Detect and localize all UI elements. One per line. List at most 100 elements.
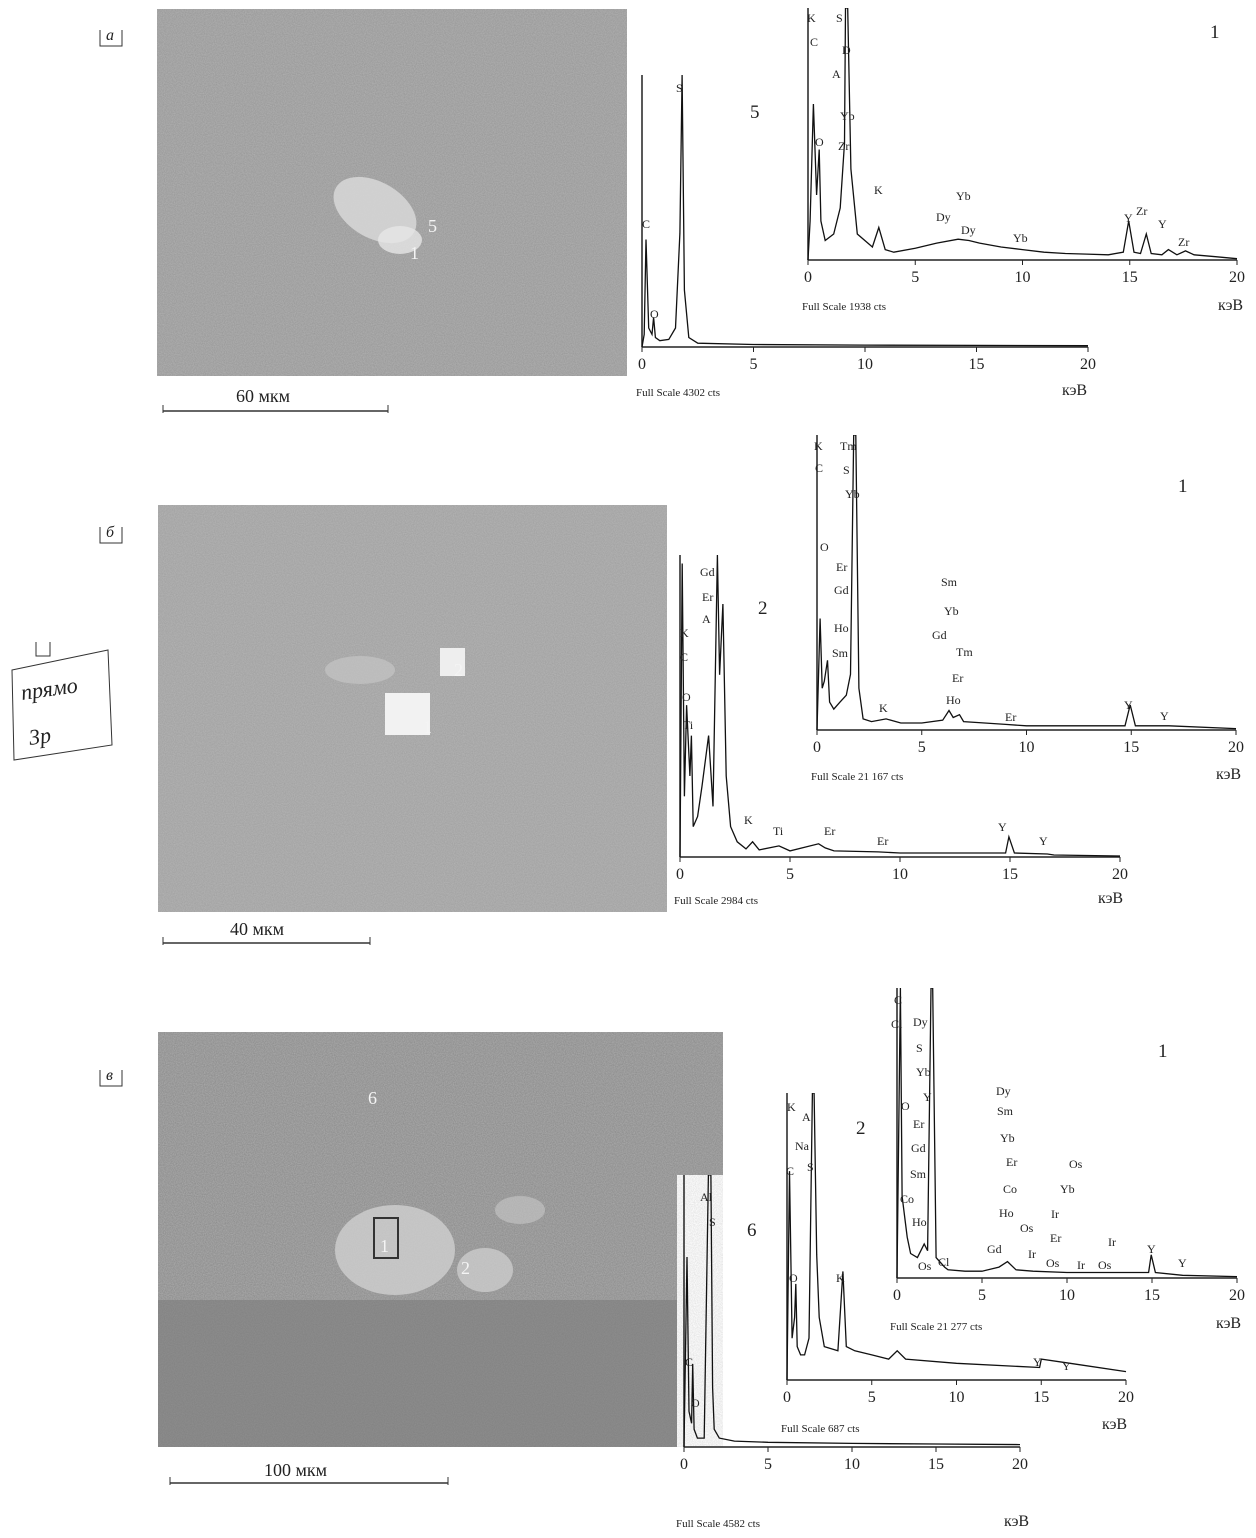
peak-label: Y <box>1033 1355 1042 1369</box>
image-label: 5 <box>428 216 437 236</box>
spectrum-number: 1 <box>1178 476 1188 497</box>
peak-label: Yb <box>944 604 959 618</box>
peak-label: Er <box>952 671 963 685</box>
x-tick-label: 10 <box>1019 739 1035 756</box>
peak-label: C <box>810 35 818 49</box>
peak-label: Os <box>918 1259 932 1273</box>
letter-box <box>99 527 123 544</box>
x-tick-label: 5 <box>868 1389 876 1406</box>
peak-label: Yb <box>1013 231 1028 245</box>
scale-label: 100 мкм <box>264 1460 327 1480</box>
spectrum-line <box>683 1175 1021 1448</box>
panel-letter: б <box>106 524 115 541</box>
peak-label: Er <box>836 560 847 574</box>
image-label: 1 <box>423 717 432 737</box>
peak-label: Ho <box>999 1206 1014 1220</box>
peak-label: Y <box>1124 698 1133 712</box>
x-tick-label: 20 <box>1228 739 1244 756</box>
peak-label: C <box>642 217 650 231</box>
peak-label: Gd <box>700 565 715 579</box>
peak-label: Yb <box>956 189 971 203</box>
x-axis-label: кэВ <box>1098 890 1123 907</box>
panel-letter: а <box>106 27 114 44</box>
peak-label: Zr <box>838 139 849 153</box>
peak-label: S <box>676 81 683 95</box>
note-mark <box>35 642 51 657</box>
peak-label: Sm <box>997 1104 1014 1118</box>
x-tick-label: 20 <box>1012 1456 1028 1473</box>
x-tick-label: 15 <box>969 356 985 373</box>
x-tick-label: 20 <box>1112 866 1128 883</box>
full-scale: Full Scale 4582 cts <box>676 1518 760 1530</box>
peak-label: Ti <box>683 718 694 732</box>
sem-image <box>158 505 667 912</box>
peak-label: S <box>709 1215 716 1229</box>
peak-label: S <box>916 1041 923 1055</box>
x-axis-label: кэВ <box>1218 297 1243 314</box>
peak-label: O <box>682 690 691 704</box>
x-tick-label: 15 <box>1033 1389 1049 1406</box>
panel-letter: в <box>106 1067 113 1084</box>
x-tick-label: 0 <box>638 356 646 373</box>
x-tick-label: 20 <box>1229 1287 1245 1304</box>
x-tick-label: 15 <box>928 1456 944 1473</box>
peak-label: Dy <box>936 210 951 224</box>
peak-label: Yb <box>845 487 860 501</box>
scale-label: 60 мкм <box>236 386 290 406</box>
letter-box <box>99 1070 123 1087</box>
x-tick-label: 0 <box>813 739 821 756</box>
x-axis-label: кэВ <box>1102 1416 1127 1433</box>
peak-label: Yb <box>840 109 855 123</box>
spectrum-number: 1 <box>1158 1041 1168 1062</box>
peak-label: C <box>685 1355 693 1369</box>
peak-label: C <box>680 650 688 664</box>
peak-label: K <box>680 626 689 640</box>
x-tick-label: 15 <box>1002 866 1018 883</box>
peak-label: Zr <box>1136 204 1147 218</box>
full-scale: Full Scale 687 cts <box>781 1423 860 1435</box>
peak-label: K <box>879 701 888 715</box>
x-tick-label: 5 <box>764 1456 772 1473</box>
x-tick-label: 20 <box>1080 356 1096 373</box>
spectrum-line <box>641 75 1089 348</box>
peak-label: K <box>836 1271 845 1285</box>
peak-label: Er <box>913 1117 924 1131</box>
peak-label: Ir <box>1077 1258 1085 1272</box>
peak-label: Co <box>1003 1182 1017 1196</box>
image-label: 1 <box>410 243 419 263</box>
x-tick-label: 10 <box>1015 269 1031 286</box>
peak-label: Y <box>1158 217 1167 231</box>
peak-label: Er <box>702 590 713 604</box>
peak-label: Ho <box>834 621 849 635</box>
spectrum-number: 1 <box>1210 22 1220 43</box>
peak-label: Tm <box>840 439 857 453</box>
x-tick-label: 5 <box>786 866 794 883</box>
peak-label: Gd <box>932 628 947 642</box>
peak-label: Os <box>1046 1256 1060 1270</box>
peak-label: Gd <box>911 1141 926 1155</box>
peak-label: Y <box>1160 709 1169 723</box>
letter-box <box>99 30 123 47</box>
peak-label: Yb <box>916 1065 931 1079</box>
x-tick-label: 0 <box>783 1389 791 1406</box>
peak-label: Co <box>900 1192 914 1206</box>
peak-label: Y <box>1124 211 1133 225</box>
x-tick-label: 10 <box>857 356 873 373</box>
x-axis-label: кэВ <box>1062 382 1087 399</box>
note-box <box>11 649 113 761</box>
peak-label: Ir <box>1028 1247 1036 1261</box>
peak-label: O <box>815 135 824 149</box>
peak-label: Na <box>795 1139 810 1153</box>
x-tick-label: 5 <box>911 269 919 286</box>
peak-label: Yb <box>1060 1182 1075 1196</box>
peak-label: Sm <box>941 575 958 589</box>
x-tick-label: 10 <box>892 866 908 883</box>
peak-label: Er <box>824 824 835 838</box>
x-tick-label: 10 <box>1059 1287 1075 1304</box>
peak-label: K <box>787 1100 796 1114</box>
peak-label: Cl <box>891 1017 903 1031</box>
peak-label: K <box>814 439 823 453</box>
peak-label: Zr <box>1178 235 1189 249</box>
